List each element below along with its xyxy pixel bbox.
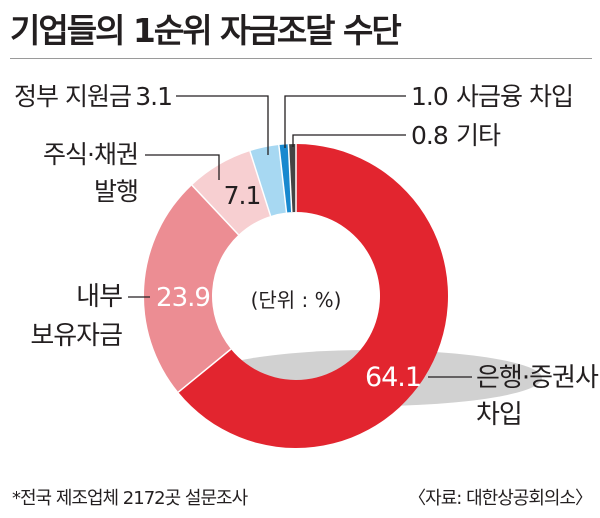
category-label-internal-reserves-line2: 보유자금 [30,321,122,351]
data-label-internal-reserves: 23.9 [156,283,210,313]
data-label-stocks-bonds: 7.1 [224,181,261,210]
slice-separator [278,144,288,213]
leader-private-finance-loan [284,95,406,148]
footnote: *전국 제조업체 2172곳 설문조사 [12,488,248,509]
slice-separator [191,184,240,236]
slice-bank-securities-loan [178,144,449,448]
category-label-other: 기타 [456,121,501,150]
category-label-stocks-bonds: 주식·채권 [43,140,138,169]
leader-other [292,134,406,147]
leader-stocks-bonds [145,154,220,180]
unit-label: (단위 : %) [251,288,342,312]
category-label-bank-securities-loan: 은행·증권사 [476,363,599,393]
data-label-government-support: 3.1 [135,82,172,111]
slice-separator [249,150,272,217]
slice-internal-reserves [144,185,239,393]
source-credit: 〈자료: 대한상공회의소〉 [408,488,593,509]
slice-separator [287,144,293,213]
category-label-internal-reserves: 내부 [76,282,122,312]
data-label-other: 0.8 [411,121,448,150]
category-label-private-finance-loan: 사금융 차입 [456,82,573,111]
slice-other [288,144,296,213]
slice-government-support [249,144,287,216]
category-label-bank-securities-loan-line2: 차입 [476,400,522,430]
title-divider [10,58,592,59]
category-label-stocks-bonds-line2: 발행 [94,177,138,206]
label-leader-lines [128,95,472,378]
category-label-government-support: 정부 지원금 [14,82,131,111]
donut-slices [144,144,449,448]
chart-title: 기업들의 1순위 자금조달 수단 [10,11,402,50]
slice-stocks-bonds [191,151,271,235]
leader-government-support [176,95,269,155]
slice-separator [177,348,232,393]
data-label-private-finance-loan: 1.0 [411,82,448,111]
data-label-bank-securities-loan: 64.1 [365,362,421,393]
